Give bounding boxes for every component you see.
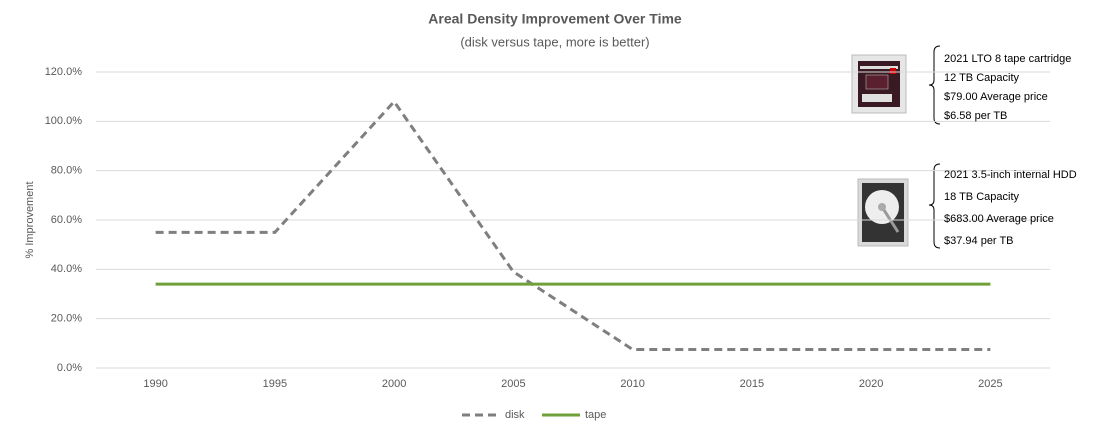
annotation-line: $79.00 Average price	[944, 91, 1048, 103]
x-tick-label: 1990	[143, 378, 167, 390]
y-tick-label: 40.0%	[51, 263, 82, 275]
line-series	[155, 99, 991, 351]
y-tick-label: 0.0%	[57, 362, 82, 374]
bracket	[928, 45, 941, 125]
legend-label: disk	[505, 409, 525, 421]
tape-icon	[851, 54, 907, 114]
bracket	[928, 163, 941, 249]
y-tick-label: 100.0%	[45, 115, 83, 127]
y-axis-label: % Improvement	[24, 181, 36, 258]
y-tick-label: 120.0%	[45, 66, 83, 78]
legend-label: tape	[585, 409, 606, 421]
x-tick-label: 2010	[620, 378, 644, 390]
chart-subtitle: (disk versus tape, more is better)	[460, 34, 649, 49]
x-tick-label: 2000	[382, 378, 406, 390]
x-tick-label: 2025	[978, 378, 1002, 390]
chart-title: Areal Density Improvement Over Time	[428, 11, 682, 27]
annotation-line: 12 TB Capacity	[944, 72, 1020, 84]
x-tick-label: 1995	[263, 378, 287, 390]
x-tick-label: 2005	[501, 378, 525, 390]
annotation-line: $6.58 per TB	[944, 110, 1007, 122]
annotation-line: $683.00 Average price	[944, 213, 1054, 225]
annotation-line: 2021 3.5-inch internal HDD	[944, 169, 1077, 181]
annotation-line: $37.94 per TB	[944, 235, 1014, 247]
y-tick-label: 80.0%	[51, 165, 82, 177]
y-tick-label: 20.0%	[51, 313, 82, 325]
hdd-icon	[857, 178, 909, 247]
annotation-line: 18 TB Capacity	[944, 191, 1020, 203]
annotation-line: 2021 LTO 8 tape cartridge	[944, 53, 1071, 65]
y-tick-label: 60.0%	[51, 214, 82, 226]
x-tick-label: 2020	[859, 378, 883, 390]
x-tick-label: 2015	[740, 378, 764, 390]
